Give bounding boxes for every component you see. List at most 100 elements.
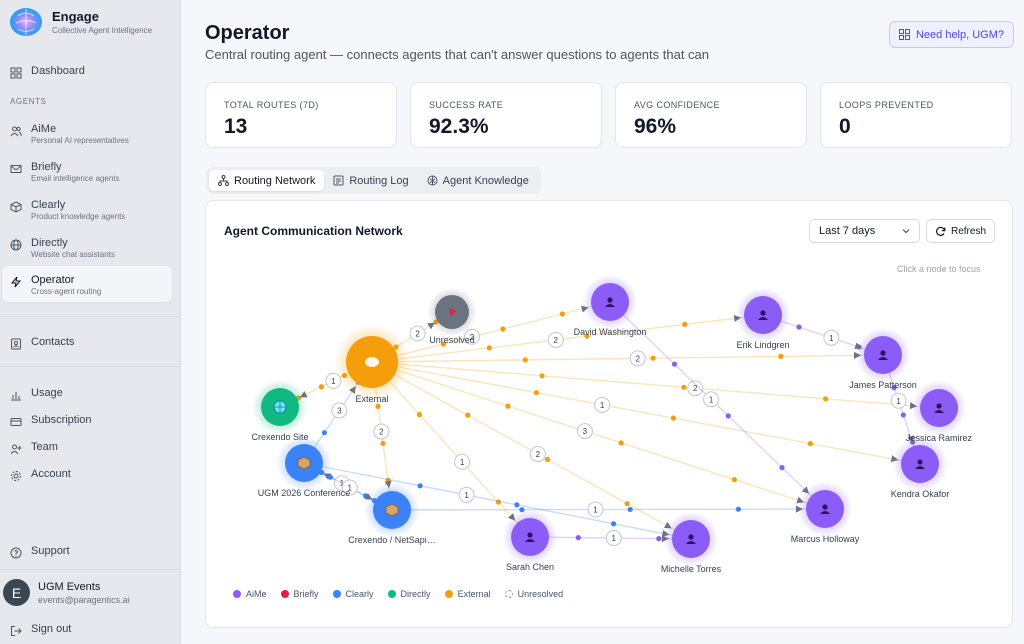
nav-directly-sub: Website chat assistants [31,250,115,259]
box-icon [297,456,311,470]
tab-routing-log[interactable]: Routing Log [324,170,417,191]
nav-team[interactable]: Team [2,436,172,460]
person-icon [822,504,828,510]
person-icon [936,403,942,409]
tab-bar: Routing Network Routing Log Agent Knowle… [206,167,541,194]
help-button[interactable]: Need help, UGM? [889,21,1014,48]
sign-out-button[interactable]: Sign out [2,618,172,642]
network-node-jr[interactable]: Jessica Ramirez [906,380,973,443]
legend-swatch [504,590,513,598]
network-node-unres[interactable]: Unresolved [427,287,477,345]
nav-subscription[interactable]: Subscription [2,409,172,433]
edge-count-label: 1 [611,534,616,543]
nav-contacts[interactable]: Contacts [2,331,172,355]
nav-operator[interactable]: Operator Cross-agent routing [2,266,172,302]
nav-team-label: Team [31,441,58,453]
legend-label: Clearly [345,589,374,599]
edge-particle [807,441,814,447]
nav-aime[interactable]: AiMe Personal AI representatives [2,118,172,150]
legend-swatch [387,590,396,598]
panel-title: Agent Communication Network [224,224,403,238]
node-label: James Patterson [849,380,917,390]
network-node-sc[interactable]: Sarah Chen [502,509,558,572]
network-node-ugm[interactable]: UGM 2026 Conference [258,435,351,498]
nav-dashboard-label: Dashboard [31,65,85,77]
nav-account[interactable]: Account [2,463,172,487]
node-label: Erik Lindgren [736,340,789,350]
network-node-cs[interactable]: Crexendo Site [251,379,309,442]
avatar: E [3,579,30,606]
edge-count-label: 1 [340,479,345,488]
nav-clearly[interactable]: Clearly Product knowledge agents [2,194,172,226]
edge-particle [656,536,662,542]
nav-operator-sub: Cross-agent routing [31,287,102,296]
edge-count-label: 1 [600,401,605,410]
user-profile[interactable]: E UGM Events events@paragentics.ai [3,579,130,606]
stat-value: 92.3% [429,115,489,138]
edge-count-badge [823,329,840,346]
network-node-jp[interactable]: James Patterson [849,327,917,390]
legend-item: Clearly [332,589,374,599]
edge-count-label: 2 [536,450,541,459]
node-label: Sarah Chen [506,562,554,572]
network-node-el[interactable]: Erik Lindgren [735,287,791,350]
stat-label: SUCCESS RATE [429,100,504,110]
network-node-ext[interactable]: External [334,324,410,404]
edge-line [371,361,826,510]
help-button-label: Need help, UGM? [915,28,1005,41]
sidebar-divider [0,569,181,570]
network-node-mt[interactable]: Michelle Torres [661,511,722,574]
network-edge: 1 [609,301,826,510]
nav-dashboard[interactable]: Dashboard [2,60,172,84]
person-icon [934,410,944,413]
nav-clearly-label: Clearly [31,199,66,211]
edge-particle [779,465,785,471]
network-node-mh[interactable]: Marcus Holloway [791,481,860,544]
person-icon [820,511,830,514]
tab-label: Routing Log [349,174,409,187]
legend-item: Briefly [280,589,319,599]
chevron-down-icon [902,229,910,234]
edge-count-badge [687,380,704,397]
tab-routing-network[interactable]: Routing Network [209,170,325,191]
network-node-dw[interactable]: David Washington [574,274,647,337]
edge-count-badge [605,530,622,547]
brand[interactable]: Engage Collective Agent Intelligence [8,6,152,38]
network-edge: 2 [371,301,611,363]
nav-support-label: Support [31,545,70,557]
globe-icon [10,239,22,251]
refresh-label: Refresh [950,225,986,237]
stat-value: 0 [839,115,851,138]
edge-particle [891,385,897,391]
edge-count-label: 1 [460,458,465,467]
edge-particle [624,501,630,507]
user-email: events@paragentics.ai [38,594,130,605]
person-icon [686,541,696,544]
refresh-button[interactable]: Refresh [926,219,995,243]
edge-particle [575,535,581,541]
nav-directly[interactable]: Directly Website chat assistants [2,232,172,264]
nav-usage-label: Usage [31,387,63,399]
edge-count-badge [463,328,480,345]
edge-particle [533,390,539,396]
nav-briefly[interactable]: Briefly Email intelligence agents [2,156,172,188]
person-icon [760,310,766,316]
tab-agent-knowledge[interactable]: Agent Knowledge [418,170,538,191]
mail-icon [10,165,22,173]
nav-support[interactable]: Support [2,540,172,564]
edge-particle [500,326,506,332]
person-icon [605,304,615,307]
nav-usage[interactable]: Usage [2,382,172,406]
edge-count-badge [594,396,611,413]
node-label: Marcus Holloway [791,534,860,544]
user-name: UGM Events [38,580,101,593]
log-icon [333,175,344,186]
legend-label: AiMe [246,589,267,599]
network-node-ko[interactable]: Kendra Okafor [891,436,950,499]
edge-line [391,508,826,511]
edge-line [371,301,611,363]
brain-icon [427,175,438,186]
date-range-select[interactable]: Last 7 days [809,219,920,243]
agents-section-label: AGENTS [10,97,47,106]
network-node-cn[interactable]: Crexendo / NetSapi… [348,482,436,545]
